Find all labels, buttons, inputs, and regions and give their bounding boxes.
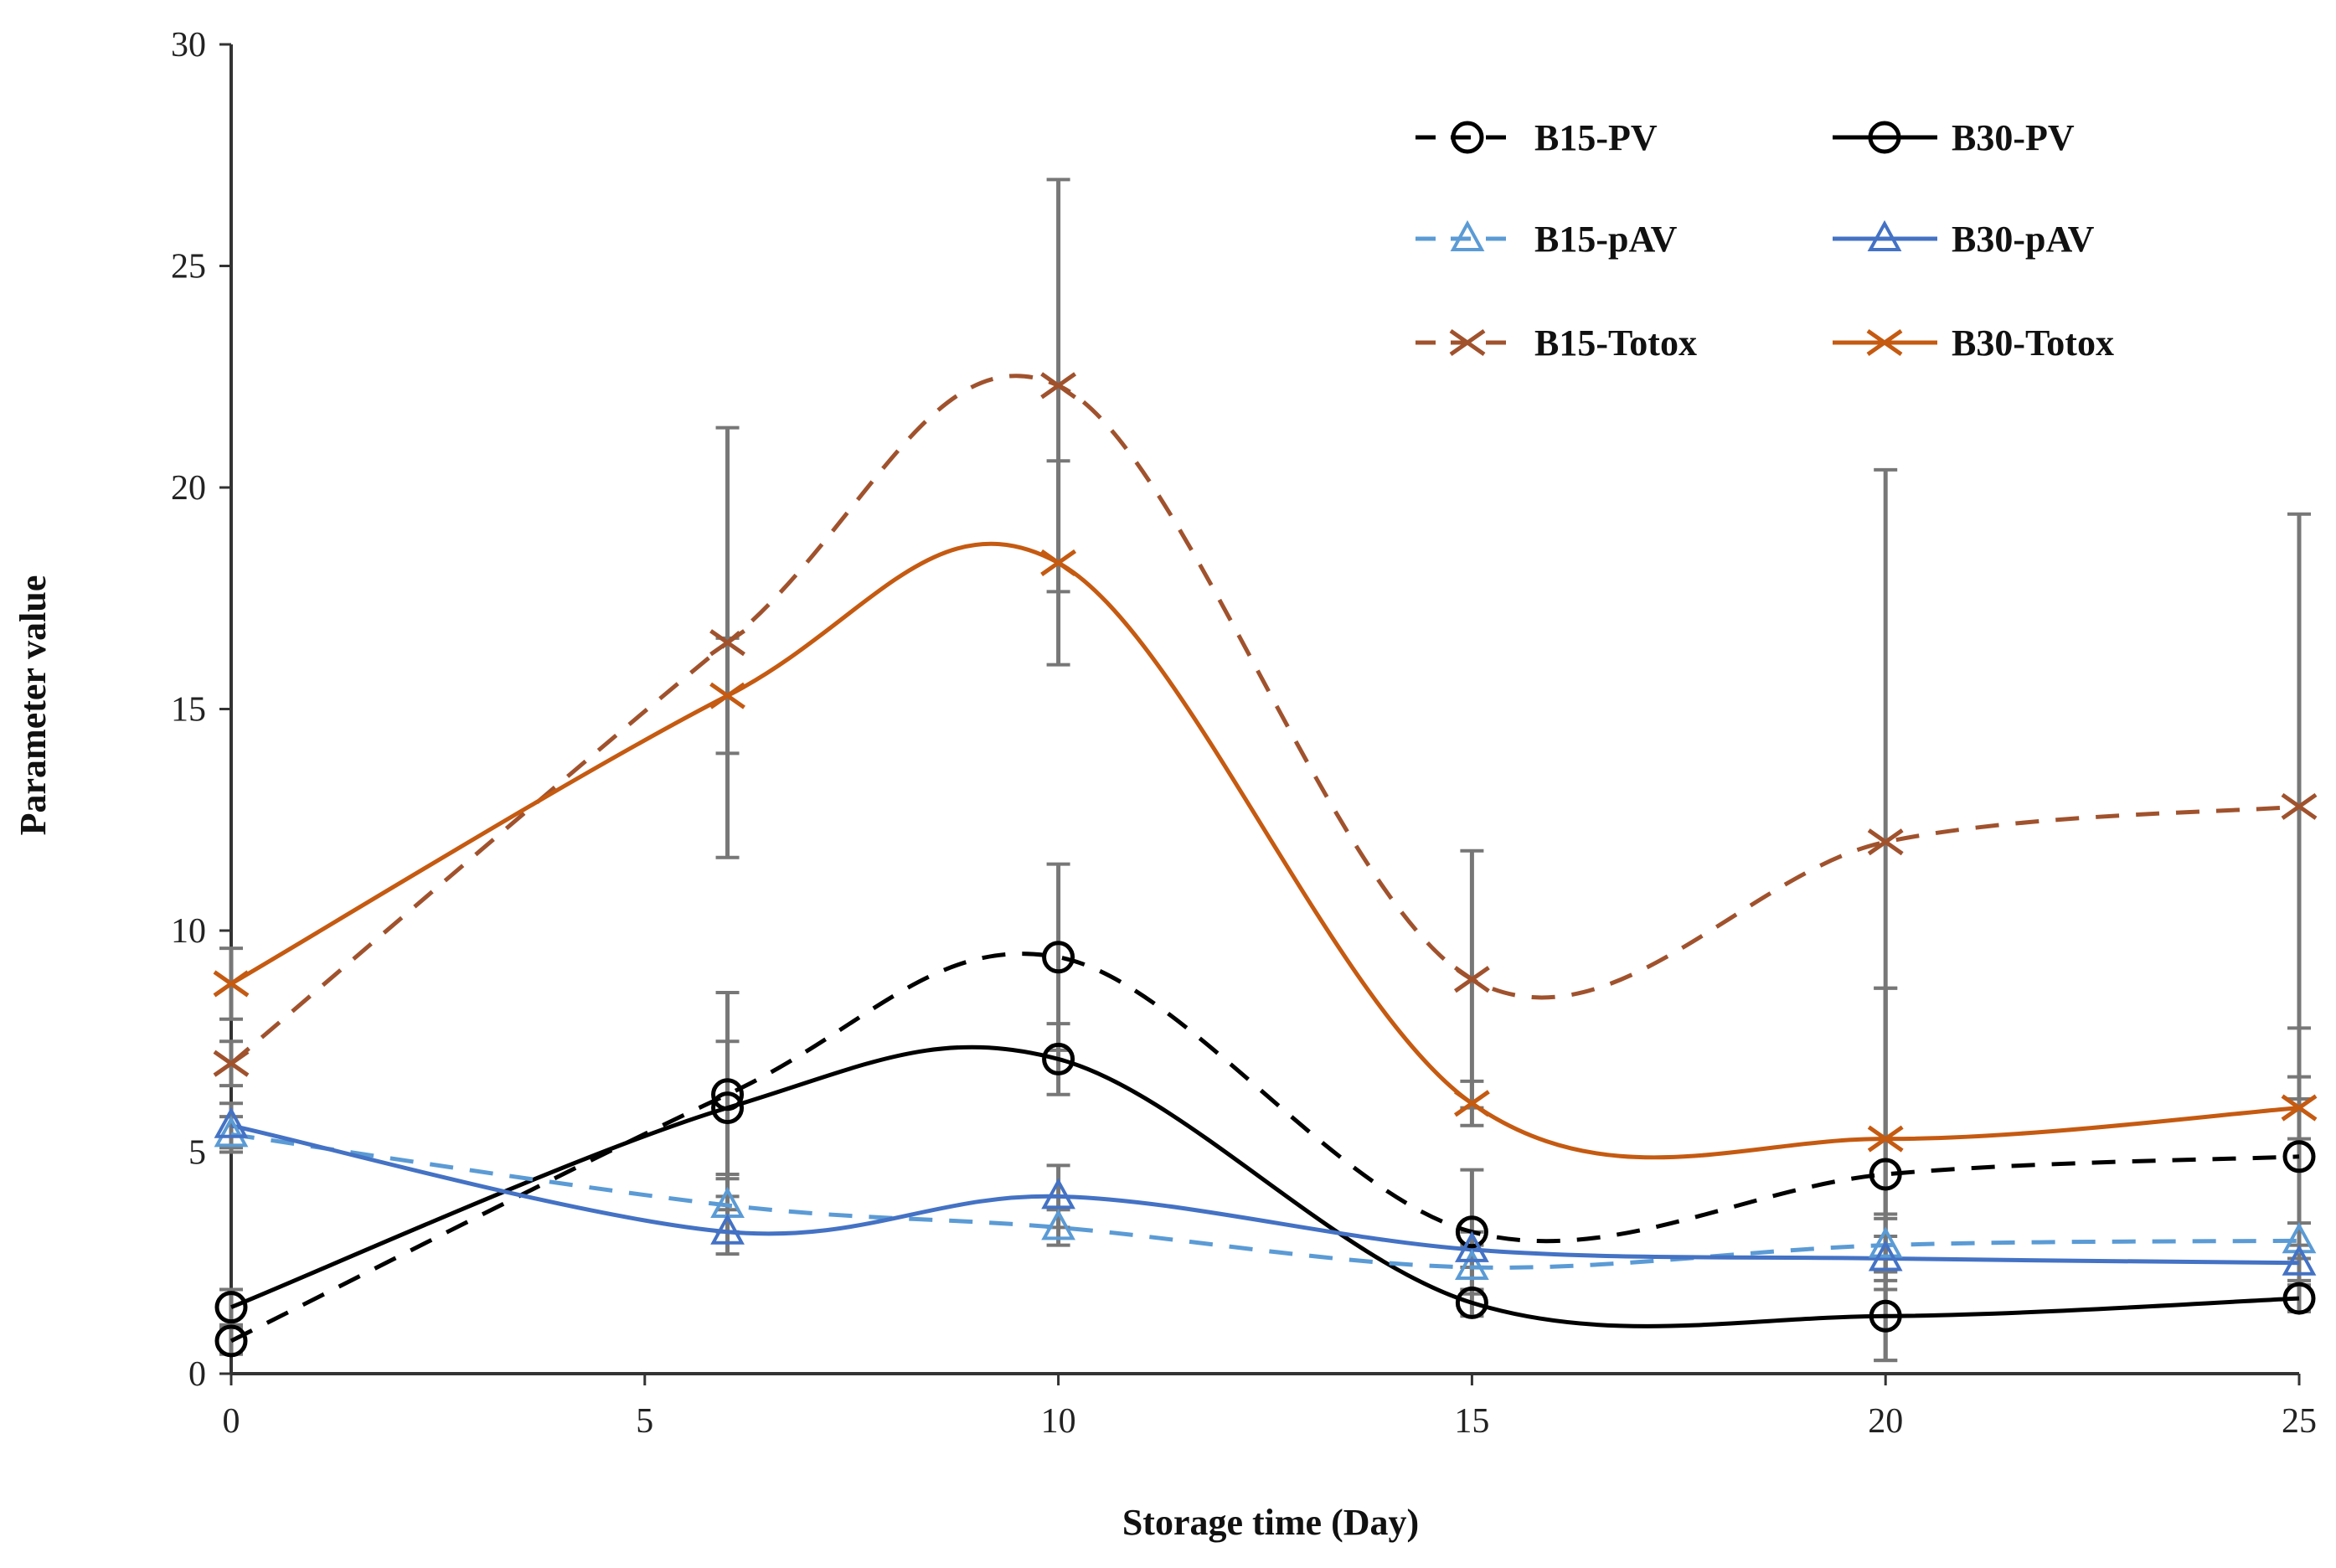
x-tick-label: 0 <box>223 1402 240 1441</box>
y-tick-label: 30 <box>171 26 206 64</box>
data-point-b15-pv <box>2282 1140 2316 1173</box>
circle-marker-shape <box>1451 121 1484 154</box>
circle-marker-shape <box>1868 121 1901 154</box>
x-axis-title: Storage time (Day) <box>1122 1502 1419 1543</box>
legend-item-b30-pav: B30-pAV <box>1833 219 2095 260</box>
data-point-b30-pav <box>710 1213 745 1245</box>
x-tick-label: 15 <box>1454 1402 1489 1441</box>
series-line-b15-pv <box>229 952 2300 1344</box>
data-point-b15-pav <box>1041 1209 1075 1240</box>
circle-marker-shape <box>1869 1158 1902 1191</box>
series-markers <box>213 372 2318 1358</box>
circle-marker-shape <box>1042 1042 1075 1075</box>
legend: B15-PV B30-PV B15-pAV B30-pAV B15-Totox B30-T… <box>1416 117 2114 364</box>
data-point-b15-pv <box>1455 1215 1488 1249</box>
data-point-b30-pv <box>214 1291 248 1324</box>
series-line-b30-totox <box>229 541 2300 1160</box>
data-point-b15-pav <box>214 1116 249 1148</box>
data-point-b15-pv <box>1042 941 1075 974</box>
data-point-b15-pv <box>214 1324 248 1358</box>
data-point-b30-totox <box>213 970 250 998</box>
data-point-b15-pv <box>711 1078 745 1112</box>
data-point-b30-pav <box>1455 1230 1489 1262</box>
circle-marker-shape <box>214 1291 248 1324</box>
data-point-b30-pv <box>711 1091 745 1125</box>
legend-item-b15-pv: B15-PV <box>1416 117 1658 158</box>
data-point-b15-pav <box>2282 1222 2317 1254</box>
data-point-b15-totox <box>1040 372 1077 400</box>
circle-marker-shape <box>711 1091 745 1125</box>
circle-marker-shape <box>1869 1299 1902 1333</box>
legend-item-b15-totox: B15-Totox <box>1416 322 1697 364</box>
data-point-b30-totox <box>1453 1090 1490 1117</box>
y-tick-label: 15 <box>171 691 206 730</box>
series-line-b15-totox <box>229 374 2300 1065</box>
legend-item-b30-totox: B30-Totox <box>1833 322 2114 364</box>
legend-marker-icon <box>1868 121 1901 154</box>
legend-label: B15-pAV <box>1534 219 1678 260</box>
data-point-b15-totox <box>1867 828 1904 856</box>
y-tick-label: 5 <box>188 1134 206 1173</box>
legend-label: B15-PV <box>1534 117 1658 158</box>
data-point-b15-pav <box>1868 1226 1903 1258</box>
x-tick-label: 10 <box>1041 1402 1076 1441</box>
data-point-b15-pav <box>1455 1248 1489 1281</box>
data-point-b30-pv <box>1869 1299 1902 1333</box>
legend-marker-icon <box>1450 219 1485 251</box>
data-point-b30-pv <box>2282 1282 2316 1315</box>
legend-item-b30-pv: B30-PV <box>1833 117 2075 158</box>
data-point-b15-totox <box>1453 966 1490 993</box>
circle-marker-shape <box>214 1324 248 1358</box>
data-point-b15-pv <box>1869 1158 1902 1191</box>
circle-marker-shape <box>1042 941 1075 974</box>
circle-marker-shape <box>2282 1282 2316 1315</box>
x-tick-label: 25 <box>2282 1402 2317 1441</box>
legend-marker-icon <box>1866 328 1903 357</box>
data-point-b30-pav <box>2282 1244 2317 1276</box>
series-lines <box>229 374 2300 1344</box>
legend-label: B30-pAV <box>1952 219 2095 260</box>
legend-label: B30-Totox <box>1952 322 2114 364</box>
circle-marker-shape <box>1455 1215 1488 1249</box>
data-point-b30-pv <box>1042 1042 1075 1075</box>
data-point-b15-totox <box>709 629 745 657</box>
legend-marker-icon <box>1449 328 1486 357</box>
x-tick-label: 5 <box>636 1402 653 1441</box>
legend-label: B30-PV <box>1952 117 2075 158</box>
series-line-b30-pav <box>230 1123 2300 1266</box>
y-axis-title: Parameter value <box>13 575 54 836</box>
data-point-b30-totox <box>2281 1094 2318 1122</box>
data-point-b30-totox <box>1040 549 1077 576</box>
data-point-b30-pav <box>214 1106 249 1138</box>
y-tick-label: 25 <box>171 248 206 286</box>
y-tick-label: 10 <box>171 912 206 951</box>
legend-marker-icon <box>1867 219 1902 251</box>
y-tick-label: 0 <box>188 1355 206 1394</box>
legend-label: B15-Totox <box>1534 322 1697 364</box>
data-point-b30-pav <box>1868 1240 1903 1271</box>
y-tick-label: 20 <box>171 469 206 508</box>
data-point-b30-pv <box>1455 1286 1488 1319</box>
data-point-b30-totox <box>709 682 745 709</box>
series-line-b30-pv <box>230 1044 2300 1328</box>
data-point-b15-totox <box>213 1050 250 1077</box>
circle-marker-shape <box>1455 1286 1488 1319</box>
x-tick-label: 20 <box>1868 1402 1903 1441</box>
legend-marker-icon <box>1451 121 1484 154</box>
data-point-b30-totox <box>1867 1125 1904 1153</box>
legend-item-b15-pav: B15-pAV <box>1416 219 1678 260</box>
data-point-b15-totox <box>2281 792 2318 820</box>
data-point-b30-pav <box>1041 1178 1075 1210</box>
circle-marker-shape <box>711 1078 745 1112</box>
circle-marker-shape <box>2282 1140 2316 1173</box>
